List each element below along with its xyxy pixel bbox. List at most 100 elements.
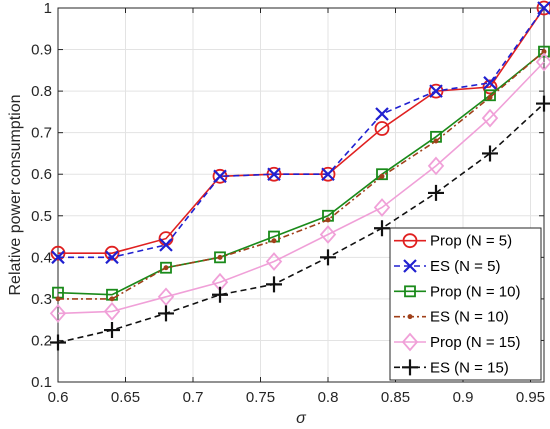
data-point [160,261,172,274]
x-tick-label: 0.8 [318,389,339,406]
data-point [484,89,496,102]
data-point [401,332,419,352]
data-point [321,167,335,181]
data-point [158,305,174,322]
series-2 [51,1,550,265]
data-point [51,250,65,265]
x-tick-label: 0.75 [246,389,275,406]
x-tick-label: 0.6 [48,389,69,406]
legend-label: ES (N = 15) [430,359,509,376]
x-tick-label: 0.85 [381,389,410,406]
data-point [374,220,390,237]
data-point [407,314,413,320]
series-line [57,103,545,344]
y-tick-label: 0.8 [31,83,52,100]
legend-label: ES (N = 10) [430,309,509,326]
series-6 [50,95,550,351]
data-point [214,251,226,264]
series-layer [49,0,550,351]
data-point [428,184,444,201]
plot-frame [57,7,545,383]
x-tick-label: 0.7 [183,389,204,406]
legend-label: Prop (N = 5) [430,233,512,250]
data-point [375,107,389,121]
series-line [57,61,545,315]
legend-item: ES (N = 5) [394,258,500,275]
data-point [482,79,498,95]
data-point [404,285,416,298]
legend-label: Prop (N = 15) [430,334,520,351]
legend-item: ES (N = 15) [394,359,509,376]
y-tick-label: 0.1 [31,374,52,391]
y-tick-label: 0.2 [31,332,52,349]
legend-label: Prop (N = 10) [430,283,520,300]
data-point [163,265,169,271]
data-point [536,95,550,112]
x-axis-label: σ [296,410,307,427]
data-point [373,198,391,217]
y-tick-label: 0.7 [31,125,52,142]
data-point [427,156,445,176]
series-4 [55,49,547,302]
y-tick-label: 0.4 [31,249,52,266]
data-point [536,0,550,16]
legend-label: ES (N = 5) [430,258,500,275]
x-tick-label: 0.9 [453,389,474,406]
data-point [213,169,227,184]
legend-item: Prop (N = 5) [394,233,512,250]
data-point [320,166,336,182]
y-tick-label: 0.9 [31,42,52,59]
legend-box [389,227,542,381]
data-point [433,138,439,144]
data-point [482,145,498,162]
legend: Prop (N = 5) ES (N = 5) Prop (N = 10) ES (N… [389,227,542,381]
x-tick-label: 0.65 [111,389,140,406]
data-point [105,250,119,265]
data-point [325,217,331,223]
data-point [159,238,173,252]
data-point [481,108,499,128]
data-point [50,334,66,351]
data-point [103,301,121,321]
data-point [271,238,277,244]
y-tick-label: 1 [44,0,52,17]
legend-item: Prop (N = 10) [394,283,520,300]
data-point [320,249,336,266]
data-point [537,1,550,15]
legend-item: Prop (N = 15) [394,332,520,352]
data-point [535,52,550,72]
y-tick-label: 0.5 [31,208,52,225]
series-5 [49,52,550,323]
data-point [402,359,418,376]
data-point [538,45,550,58]
data-point [403,259,417,273]
data-point [428,83,444,99]
data-point [319,225,337,244]
data-point [487,94,493,100]
series-line [57,50,545,296]
data-point [217,254,223,260]
data-point [374,121,390,136]
y-tick-label: 0.6 [31,166,52,183]
y-tick-label: 0.3 [31,291,52,308]
data-point [104,322,120,339]
data-point [49,304,67,323]
data-point [376,168,388,181]
series-line [58,7,545,259]
data-point [50,245,66,261]
series-line [58,50,545,300]
data-point [267,167,281,181]
data-point [483,76,497,90]
x-tick-label: 0.95 [516,389,545,406]
data-point [212,286,228,303]
data-point [109,296,115,302]
data-point [266,276,282,293]
series-line [58,7,545,254]
legend-item: ES (N = 10) [394,309,509,326]
data-point [55,296,61,302]
data-point [104,245,120,261]
data-point [265,252,283,271]
data-point [379,173,385,179]
data-point [429,84,443,98]
